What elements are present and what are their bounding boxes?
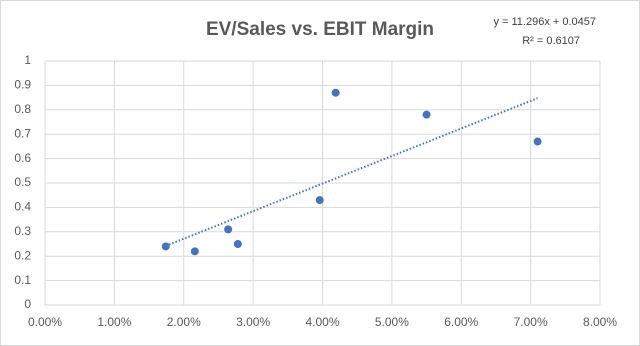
y-tick-label: 0.1 xyxy=(14,273,31,287)
data-point xyxy=(190,247,199,256)
y-tick-label: 0.4 xyxy=(14,200,31,214)
data-point xyxy=(315,196,324,205)
y-tick-label: 0.9 xyxy=(14,78,31,92)
data-point xyxy=(161,242,170,251)
trendline-r-squared: R² = 0.6107 xyxy=(522,35,580,47)
y-tick-label: 0.7 xyxy=(14,126,31,140)
x-tick-label: 8.00% xyxy=(583,315,617,329)
x-tick-label: 4.00% xyxy=(305,315,339,329)
trendline xyxy=(165,97,538,247)
y-tick-label: 0.2 xyxy=(14,248,31,262)
x-tick-label: 3.00% xyxy=(236,315,270,329)
trendline-equation: y = 11.296x + 0.0457 xyxy=(493,16,596,28)
x-tick-label: 0.00% xyxy=(28,315,62,329)
y-tick-label: 0 xyxy=(24,297,31,311)
data-point xyxy=(533,137,542,146)
x-tick-label: 5.00% xyxy=(375,315,409,329)
x-tick-label: 1.00% xyxy=(97,315,131,329)
y-tick-label: 0.6 xyxy=(14,151,31,165)
data-point xyxy=(233,240,242,248)
y-tick-label: 0.8 xyxy=(14,102,31,116)
x-tick-label: 7.00% xyxy=(514,315,548,329)
data-point xyxy=(224,225,233,234)
data-point xyxy=(422,110,431,119)
x-tick-label: 2.00% xyxy=(167,315,201,329)
y-tick-label: 0.5 xyxy=(14,175,31,189)
y-tick-label: 0.3 xyxy=(14,224,31,238)
x-tick-label: 6.00% xyxy=(444,315,478,329)
y-tick-label: 1 xyxy=(24,53,31,67)
data-point xyxy=(331,88,340,97)
chart-title: EV/Sales vs. EBIT Margin xyxy=(206,19,434,40)
